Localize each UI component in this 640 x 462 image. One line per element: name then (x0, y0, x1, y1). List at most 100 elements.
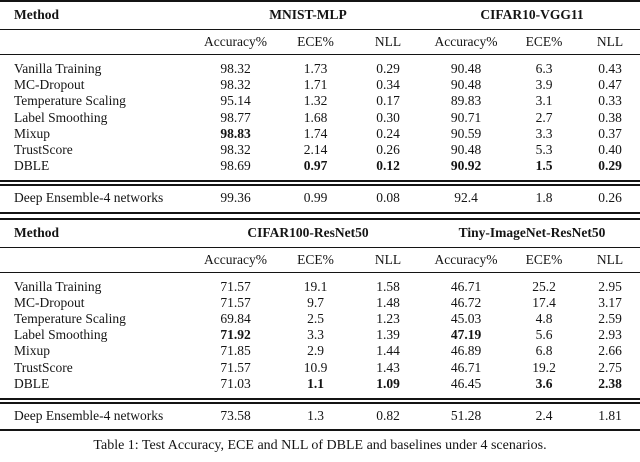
t2-col-ece-1: ECE% (279, 247, 352, 273)
cell: 19.1 (303, 278, 328, 294)
cell: 2.9 (307, 343, 324, 359)
cell: 2.4 (508, 398, 581, 431)
cell: 46.89 (450, 343, 482, 359)
cell: 46.71 (450, 278, 482, 294)
cell: 0.47 (598, 77, 622, 93)
t1-row-vanilla-training: Vanilla Training 98.32 1.73 0.29 90.48 6… (0, 55, 640, 78)
cell: 3.9 (535, 77, 553, 93)
cell: 0.40 (598, 142, 622, 158)
t2-row-mixup: Mixup 71.85 2.9 1.44 46.89 6.8 2.66 (0, 343, 640, 359)
t1-col-accuracy-1: Accuracy% (192, 29, 279, 55)
cell: 1.32 (303, 93, 328, 109)
cell: 0.26 (376, 142, 400, 158)
results-table-bottom: Method CIFAR100-ResNet50 Tiny-ImageNet-R… (0, 217, 640, 432)
t1-row-label-smoothing: Label Smoothing 98.77 1.68 0.30 90.71 2.… (0, 110, 640, 126)
cell: 1.68 (303, 109, 328, 125)
cell: 3.6 (535, 375, 553, 391)
method-name: DBLE (14, 158, 50, 174)
t2-row-temperature-scaling: Temperature Scaling 69.84 2.5 1.23 45.03… (0, 311, 640, 327)
cell: 0.24 (376, 125, 400, 141)
t1-row-mixup: Mixup 98.83 1.74 0.24 90.59 3.3 0.37 (0, 126, 640, 142)
cell: 98.32 (220, 61, 251, 76)
cell: 0.17 (376, 93, 400, 109)
method-name: MC-Dropout (14, 294, 85, 310)
t2-col-ece-2: ECE% (508, 247, 581, 273)
cell: 1.74 (303, 125, 328, 141)
t2-col-nll-2: NLL (580, 247, 640, 273)
cell: 6.8 (535, 343, 553, 359)
cell: 90.48 (450, 77, 482, 93)
method-name: Temperature Scaling (14, 311, 126, 327)
t1-group-header-cifar10-vgg11: CIFAR10-VGG11 (424, 1, 640, 30)
cell: 2.75 (598, 359, 622, 375)
t2-row-trustscore: TrustScore 71.57 10.9 1.43 46.71 19.2 2.… (0, 360, 640, 376)
cell: 5.3 (535, 142, 553, 158)
cell: 0.97 (303, 158, 328, 174)
t1-row-temperature-scaling: Temperature Scaling 95.14 1.32 0.17 89.8… (0, 93, 640, 109)
cell: 0.99 (279, 180, 352, 213)
t2-row-vanilla-training: Vanilla Training 71.57 19.1 1.58 46.71 2… (0, 272, 640, 295)
t2-row-deep-ensemble: Deep Ensemble-4 networks 73.58 1.3 0.82 … (0, 398, 640, 431)
method-name: Deep Ensemble-4 networks (0, 398, 192, 431)
cell: 0.34 (376, 77, 400, 93)
cell: 90.48 (450, 61, 482, 76)
method-name: DBLE (14, 375, 50, 391)
t1-row-deep-ensemble: Deep Ensemble-4 networks 99.36 0.99 0.08… (0, 180, 640, 213)
t2-col-accuracy-2: Accuracy% (424, 247, 509, 273)
t1-empty-header-cell (0, 29, 192, 55)
t1-col-ece-2: ECE% (508, 29, 581, 55)
t2-row-label-smoothing: Label Smoothing 71.92 3.3 1.39 47.19 5.6… (0, 327, 640, 343)
cell: 0.37 (598, 125, 622, 141)
cell: 98.32 (220, 142, 251, 158)
cell: 2.93 (598, 327, 622, 343)
method-name: Mixup (14, 125, 51, 141)
cell: 3.1 (535, 93, 553, 109)
cell: 90.71 (450, 109, 482, 125)
cell: 98.83 (220, 125, 251, 141)
cell: 0.33 (598, 93, 622, 109)
t2-group-header-tiny-imagenet-resnet50: Tiny-ImageNet-ResNet50 (424, 218, 640, 248)
cell: 1.43 (376, 359, 400, 375)
cell: 1.09 (376, 375, 400, 391)
cell: 0.82 (352, 398, 425, 431)
method-name: Deep Ensemble-4 networks (0, 180, 192, 213)
cell: 1.8 (508, 180, 581, 213)
t1-col-nll-1: NLL (352, 29, 425, 55)
cell: 2.95 (598, 278, 622, 294)
cell: 5.6 (535, 327, 553, 343)
cell: 1.39 (376, 327, 400, 343)
cell: 98.77 (220, 109, 251, 125)
cell: 2.14 (303, 142, 328, 158)
cell: 0.26 (580, 180, 640, 213)
t1-subheader-row: Accuracy% ECE% NLL Accuracy% ECE% NLL (0, 29, 640, 55)
t2-col-accuracy-1: Accuracy% (192, 247, 279, 273)
t1-row-dble: DBLE 98.69 0.97 0.12 90.92 1.5 0.29 (0, 158, 640, 183)
cell: 1.58 (376, 278, 400, 294)
method-name: Vanilla Training (14, 61, 102, 76)
cell: 3.3 (307, 327, 324, 343)
cell: 1.5 (535, 158, 553, 174)
t2-group-header-row: Method CIFAR100-ResNet50 Tiny-ImageNet-R… (0, 218, 640, 248)
cell: 0.30 (376, 109, 400, 125)
cell: 92.4 (424, 180, 509, 213)
method-name: Label Smoothing (14, 109, 108, 125)
cell: 46.45 (450, 375, 482, 391)
cell: 17.4 (532, 294, 556, 310)
t1-method-header: Method (0, 1, 192, 30)
t1-group-header-mnist-mlp: MNIST-MLP (192, 1, 425, 30)
cell: 3.17 (598, 294, 622, 310)
t1-row-mc-dropout: MC-Dropout 98.32 1.71 0.34 90.48 3.9 0.4… (0, 77, 640, 93)
cell: 71.57 (220, 294, 251, 310)
cell: 1.3 (279, 398, 352, 431)
cell: 2.59 (598, 311, 622, 327)
cell: 1.73 (303, 61, 328, 76)
cell: 19.2 (532, 359, 556, 375)
t2-col-nll-1: NLL (352, 247, 425, 273)
cell: 6.3 (535, 61, 553, 76)
cell: 1.1 (307, 375, 324, 391)
cell: 0.43 (598, 61, 622, 76)
cell: 71.92 (220, 327, 251, 343)
t1-col-accuracy-2: Accuracy% (424, 29, 509, 55)
cell: 98.69 (220, 158, 251, 174)
